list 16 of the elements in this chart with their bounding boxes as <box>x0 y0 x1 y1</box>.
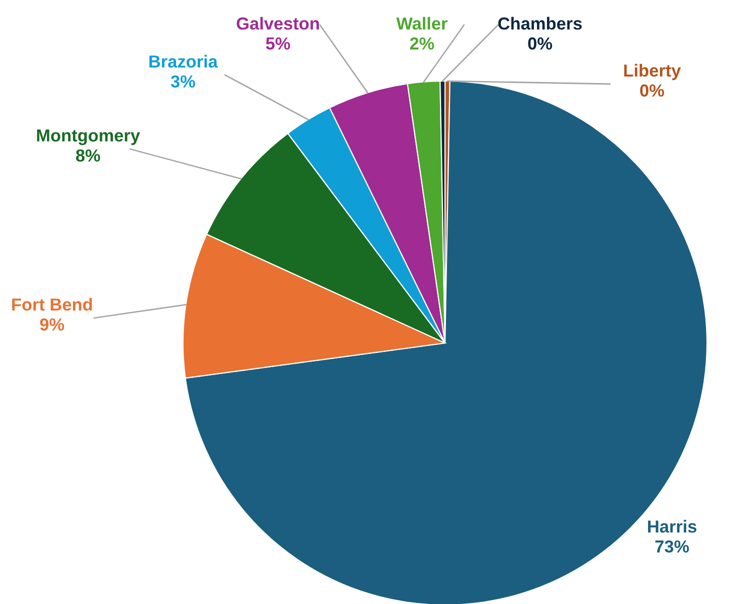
data-label: 3% <box>170 75 196 88</box>
data-label: 5% <box>266 37 290 50</box>
slice-label: Brazoria <box>149 54 218 68</box>
slice-label: Liberty <box>624 64 681 80</box>
data-label: 2% <box>410 37 434 50</box>
slice-label: Chambers <box>498 16 582 30</box>
data-label: 8% <box>76 149 100 162</box>
slice-label: Fort Bend <box>12 298 92 311</box>
slice-label: Galveston <box>236 16 319 30</box>
data-label: 0% <box>528 37 552 50</box>
slice-label: Waller <box>396 16 448 30</box>
data-label: 73% <box>655 540 689 553</box>
data-label: 0% <box>640 84 664 97</box>
slice-label: Montgomery <box>37 129 140 146</box>
slice-label: Harris <box>648 520 696 533</box>
data-label: 9% <box>40 318 64 331</box>
